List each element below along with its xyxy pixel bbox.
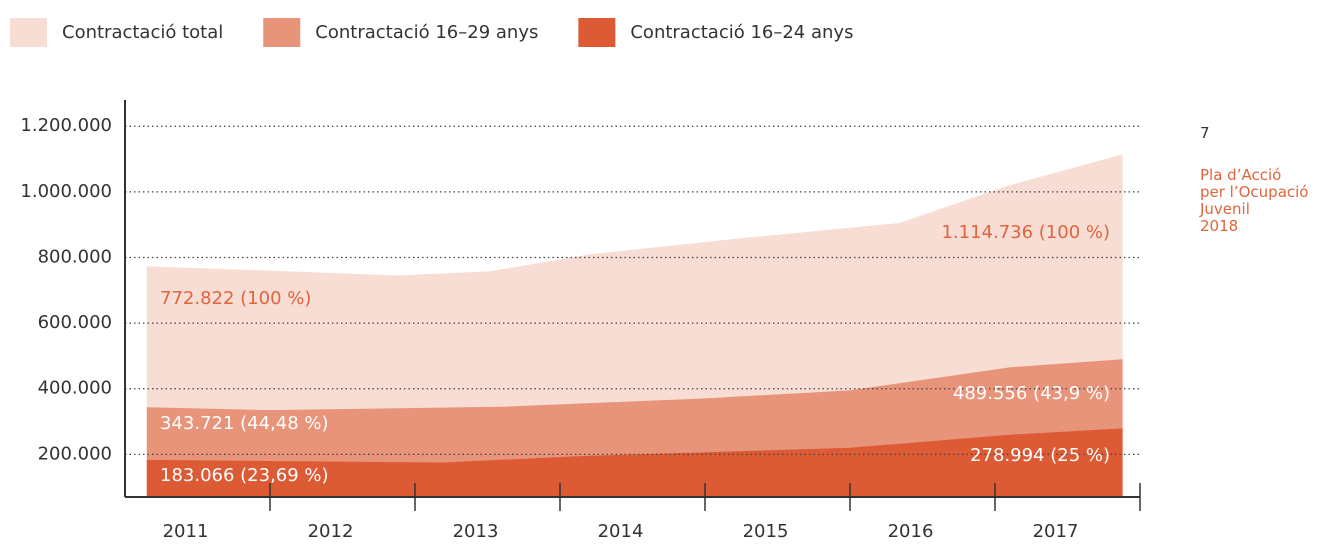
- y-tick-label: 1.000.000: [20, 181, 112, 202]
- x-tick-label: 2011: [163, 521, 209, 542]
- x-tick-label: 2015: [743, 521, 789, 542]
- annotation: 183.066 (23,69 %): [160, 465, 329, 486]
- legend-label: Contractació 16–24 anys: [630, 22, 853, 43]
- legend-swatch: [10, 18, 47, 47]
- area: [146, 428, 1123, 497]
- annotation: 489.556 (43,9 %): [953, 383, 1110, 404]
- page-number: 7: [1200, 124, 1210, 142]
- x-tick-label: 2016: [888, 521, 934, 542]
- side-note: Juvenil: [1199, 200, 1250, 218]
- y-tick-label: 200.000: [38, 443, 112, 464]
- x-tick-label: 2017: [1033, 521, 1079, 542]
- side-note: 2018: [1200, 217, 1238, 235]
- legend-label: Contractació total: [62, 22, 223, 43]
- legend-swatch: [578, 18, 616, 47]
- y-tick-label: 600.000: [38, 312, 112, 333]
- annotation: 278.994 (25 %): [970, 445, 1110, 466]
- plot: [125, 125, 1140, 497]
- legend-label: Contractació 16–29 anys: [315, 22, 538, 43]
- annotation: 343.721 (44,48 %): [160, 413, 329, 434]
- side-note: per l’Ocupació: [1200, 183, 1309, 201]
- legend-swatch: [263, 18, 301, 47]
- y-tick-label: 1.200.000: [20, 115, 112, 136]
- annotation: 772.822 (100 %): [160, 288, 311, 309]
- side-note: Pla d’Acció: [1200, 166, 1281, 184]
- y-tick-label: 800.000: [38, 246, 112, 267]
- x-tick-label: 2014: [598, 521, 644, 542]
- x-tick-label: 2013: [453, 521, 499, 542]
- annotation: 1.114.736 (100 %): [941, 222, 1110, 243]
- y-tick-label: 400.000: [38, 378, 112, 399]
- x-tick-label: 2012: [308, 521, 354, 542]
